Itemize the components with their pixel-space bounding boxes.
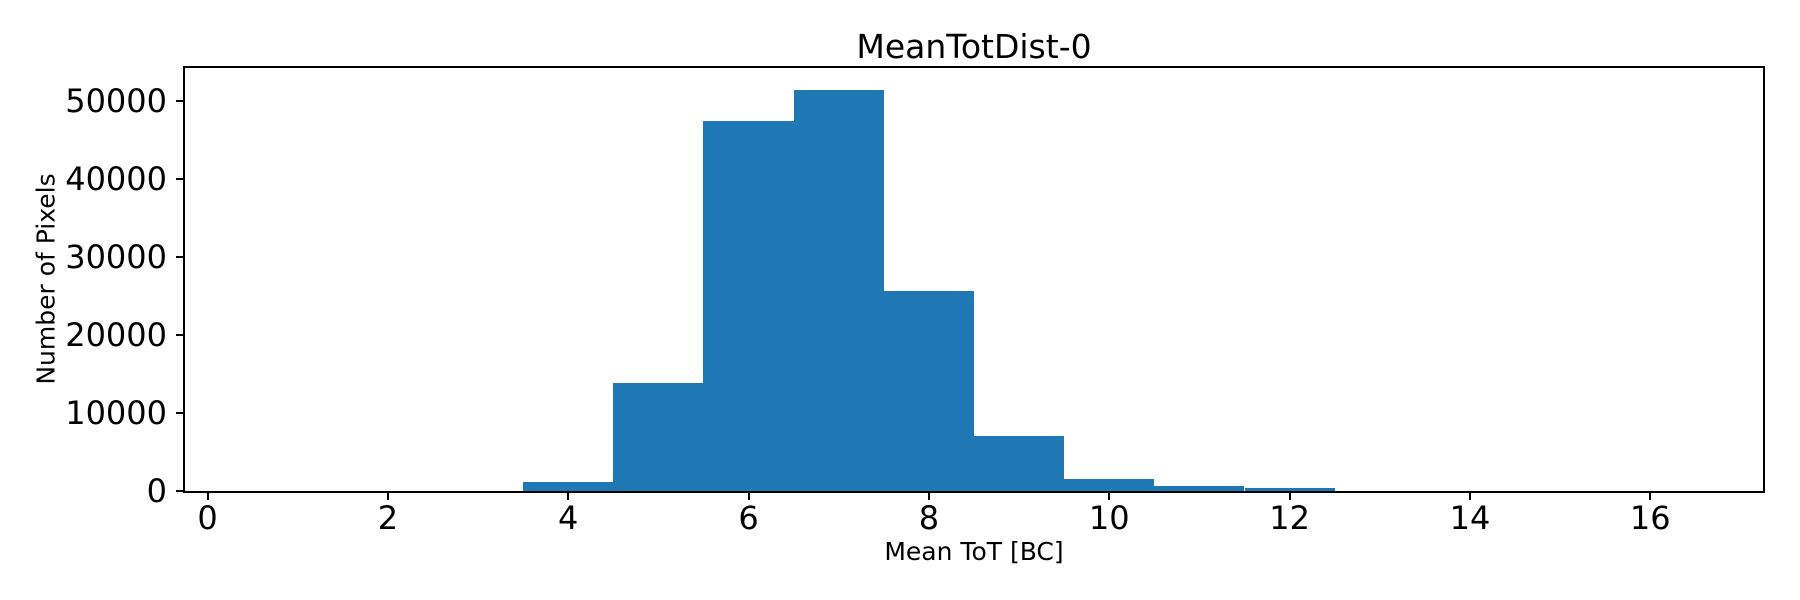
x-axis-label: Mean ToT [BC] xyxy=(884,537,1064,566)
histogram-bar xyxy=(974,435,1065,491)
y-tick-mark xyxy=(176,412,185,415)
x-tick-label: 6 xyxy=(738,499,759,537)
y-tick-label: 10000 xyxy=(65,394,167,433)
histogram-bar xyxy=(523,482,614,491)
y-tick-mark xyxy=(176,178,185,181)
x-tick-label: 10 xyxy=(1088,499,1130,537)
y-tick-label: 40000 xyxy=(65,160,167,199)
x-tick-label: 2 xyxy=(377,499,399,537)
x-tick-label: 4 xyxy=(558,499,579,537)
y-tick-label: 30000 xyxy=(65,238,167,277)
y-tick-label: 50000 xyxy=(65,82,167,121)
histogram-bar xyxy=(1064,479,1155,491)
histogram-bar xyxy=(613,382,704,491)
y-tick-mark xyxy=(176,334,185,337)
y-tick-mark xyxy=(176,256,185,259)
x-tick-mark xyxy=(206,491,209,500)
ticks-layer: 0 2 4 6 8 10 12 14 16 0 10000 20000 30000 40000 50000 xyxy=(65,68,1763,534)
x-tick-mark xyxy=(927,491,930,500)
histogram-bar xyxy=(793,90,884,491)
histogram-bar xyxy=(1244,487,1335,491)
x-tick-mark xyxy=(386,491,389,500)
x-tick-mark xyxy=(1288,491,1291,500)
histogram-bar xyxy=(883,291,974,491)
x-tick-mark xyxy=(747,491,750,500)
bars-layer xyxy=(185,68,1763,491)
histogram-bar xyxy=(703,121,794,491)
y-axis-label: Number of Pixels xyxy=(31,173,61,385)
x-tick-label: 16 xyxy=(1629,499,1671,537)
plot-area: 0 2 4 6 8 10 12 14 16 0 10000 20000 30000 40000 50000 xyxy=(65,66,1765,534)
x-tick-mark xyxy=(567,491,570,500)
y-tick-label: 20000 xyxy=(65,316,167,355)
x-tick-label: 14 xyxy=(1449,499,1491,537)
x-tick-label: 8 xyxy=(918,499,940,537)
chart-title: MeanTotDist-0 xyxy=(856,27,1092,66)
x-tick-mark xyxy=(1649,491,1652,500)
x-tick-mark xyxy=(1108,491,1111,500)
x-tick-label: 0 xyxy=(197,499,218,537)
y-tick-mark xyxy=(176,490,185,492)
y-tick-label: 0 xyxy=(146,472,167,510)
y-tick-mark xyxy=(176,100,185,103)
x-tick-label: 12 xyxy=(1269,499,1310,537)
x-tick-mark xyxy=(1468,491,1471,500)
histogram-bar xyxy=(1154,486,1245,491)
